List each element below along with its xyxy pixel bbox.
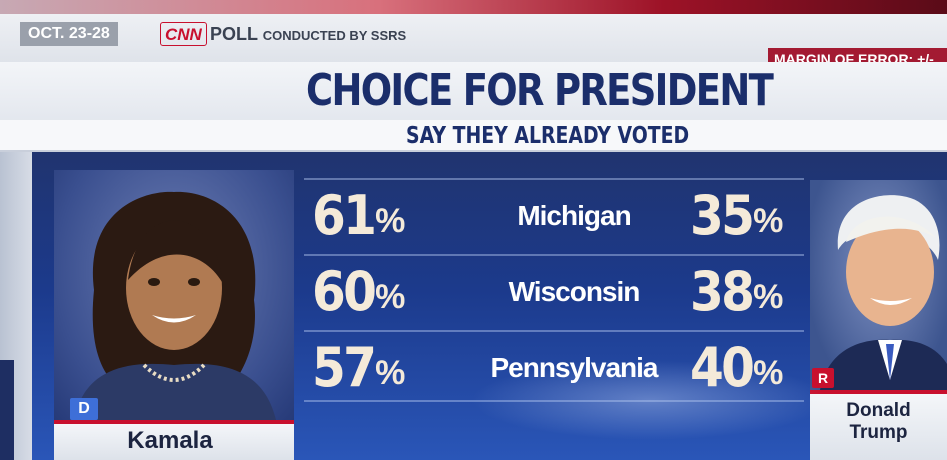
right-percent-value: 35 [690,184,755,247]
state-name: Pennsylvania [490,352,659,383]
percent-sign: % [753,354,784,392]
result-row-pennsylvania: 57% Pennsylvania 40% [304,330,804,402]
right-percent: 35% [690,186,783,246]
page-title: CHOICE FOR PRESIDENT [306,65,774,116]
page-subtitle: SAY THEY ALREADY VOTED [406,123,690,149]
poll-conductor: CONDUCTED BY SSRS [262,28,407,43]
right-percent-value: 40 [690,336,755,399]
poll-label: POLL CONDUCTED BY SSRS [210,22,406,48]
left-percent-value: 61 [312,184,377,247]
percent-sign: % [753,202,784,240]
candidate-left-name: Kamala [127,427,213,454]
result-row-michigan: 61% Michigan 35% [304,178,804,250]
left-percent: 60% [312,262,405,322]
candidate-right-last-name: Trump [849,422,908,443]
results-table: 61% Michigan 35% 60% Wisconsin 38% 57% P… [304,178,804,410]
right-percent: 40% [690,338,783,398]
poll-word: POLL [210,24,258,44]
party-badge-democrat: D [70,398,98,420]
top-stripe [0,0,947,14]
percent-sign: % [375,278,406,316]
state-name: Wisconsin [508,276,641,307]
left-percent: 61% [312,186,405,246]
candidate-left-photo [54,170,294,420]
subtitle-band [0,120,947,152]
cnn-logo: CNN [160,22,207,46]
result-row-wisconsin: 60% Wisconsin 38% [304,254,804,326]
candidate-right-photo [810,180,947,390]
left-percent-value: 60 [312,260,377,323]
screen-glare [470,360,830,440]
harris-portrait-icon [74,191,276,420]
right-percent: 38% [690,262,783,322]
candidate-right-first-name: Donald [846,400,911,421]
percent-sign: % [375,354,406,392]
date-chip: OCT. 23-28 [20,22,118,46]
right-percent-value: 38 [690,260,755,323]
trump-portrait-icon [820,195,947,390]
left-percent-value: 57 [312,336,377,399]
percent-sign: % [375,202,406,240]
state-name: Michigan [517,200,631,231]
title-band [0,62,947,122]
left-percent: 57% [312,338,405,398]
candidate-right-name-box: Donald Trump [810,390,947,460]
candidate-left-name-box: Kamala [54,420,294,460]
percent-sign: % [753,278,784,316]
side-strip [0,360,14,460]
party-badge-republican: R [812,368,834,388]
